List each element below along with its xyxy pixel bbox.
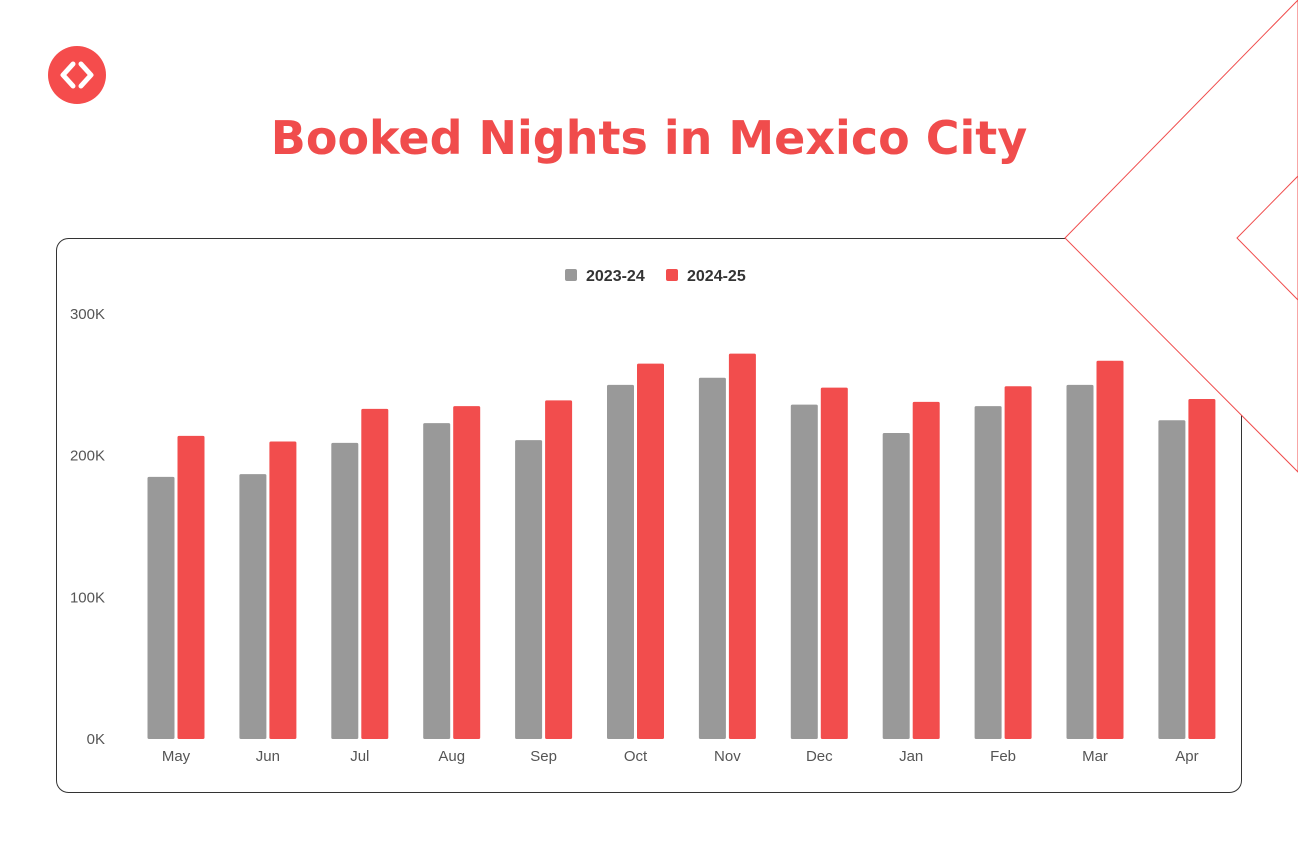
legend: 2023-24 2024-25 xyxy=(565,268,746,285)
bar-2023-24-Feb xyxy=(974,406,1002,739)
decorative-chevron-outer xyxy=(1064,0,1298,473)
x-tick-label: Aug xyxy=(438,748,465,765)
x-tick-label: Jan xyxy=(899,748,923,765)
legend-swatch xyxy=(666,269,678,281)
bar-2023-24-Jun xyxy=(239,474,267,739)
bar-2024-25-Nov xyxy=(728,353,756,739)
bar-2023-24-Aug xyxy=(423,423,451,739)
bar-2024-25-Jun xyxy=(269,441,297,739)
bar-2023-24-Jan xyxy=(882,433,910,739)
bar-2024-25-Mar xyxy=(1096,360,1124,739)
legend-label: 2024-25 xyxy=(687,268,746,285)
x-tick-label: Jun xyxy=(256,748,280,765)
y-tick-label: 100K xyxy=(70,589,105,606)
decorative-chevron-inner xyxy=(1236,175,1298,301)
y-tick-label: 0K xyxy=(87,731,105,748)
x-tick-label: Jul xyxy=(350,748,369,765)
bars xyxy=(147,353,1216,739)
bar-2024-25-Jul xyxy=(361,408,389,739)
y-tick-label: 200K xyxy=(70,448,105,465)
x-tick-label: Sep xyxy=(530,748,557,765)
bar-2023-24-Nov xyxy=(698,377,726,739)
legend-label: 2023-24 xyxy=(586,268,645,285)
x-tick-label: Dec xyxy=(806,748,833,765)
bar-2024-25-Jan xyxy=(912,401,940,739)
bar-2024-25-Dec xyxy=(820,387,848,739)
bar-2024-25-Oct xyxy=(637,363,664,739)
bar-2024-25-Aug xyxy=(453,406,481,739)
chart-title: Booked Nights in Mexico City xyxy=(271,111,1027,165)
x-axis: May Jun Jul Aug Sep Oct Nov Dec Jan Feb Mar Apr xyxy=(162,748,1199,765)
bar-2023-24-Sep xyxy=(515,440,543,739)
bar-2023-24-May xyxy=(147,476,175,739)
x-tick-label: Apr xyxy=(1175,748,1198,765)
bar-2024-25-Apr xyxy=(1188,399,1216,739)
bar-2023-24-Apr xyxy=(1158,420,1186,739)
code-brackets-icon xyxy=(60,61,94,89)
x-tick-label: Mar xyxy=(1082,748,1108,765)
bar-2023-24-Dec xyxy=(790,404,818,739)
y-axis: 0K 100K 200K 300K xyxy=(70,306,105,748)
logo xyxy=(48,46,106,104)
bar-2023-24-Oct xyxy=(607,384,634,739)
x-tick-label: Nov xyxy=(714,748,741,765)
x-tick-label: May xyxy=(162,748,191,765)
bar-2024-25-May xyxy=(177,435,205,739)
bar-2024-25-Sep xyxy=(545,400,573,739)
x-tick-label: Oct xyxy=(624,748,648,765)
x-tick-label: Feb xyxy=(990,748,1016,765)
bar-2024-25-Feb xyxy=(1004,386,1032,739)
logo-circle xyxy=(48,46,106,104)
bar-2023-24-Jul xyxy=(331,442,359,739)
legend-swatch xyxy=(565,269,577,281)
bar-2023-24-Mar xyxy=(1066,384,1094,739)
y-tick-label: 300K xyxy=(70,306,105,323)
